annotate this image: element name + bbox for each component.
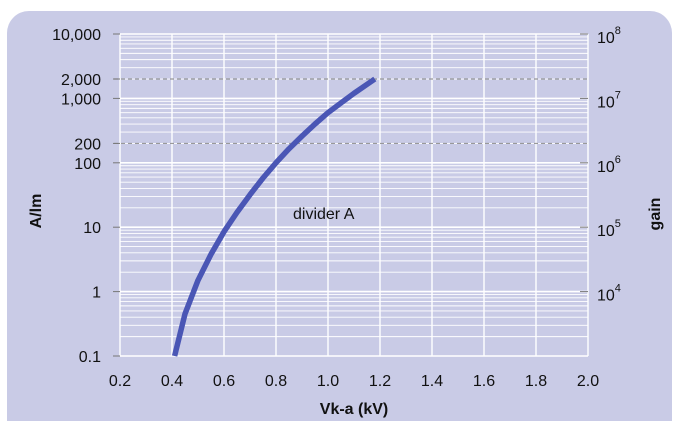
y-tick-label: 2,000	[61, 72, 101, 89]
y-tick-label: 1	[92, 285, 101, 302]
tick-layer: 0.2 0.4 0.6 0.8 1.0 1.2 1.4 1.6 1.8 2.0 10,000 2,00…	[52, 25, 621, 390]
y2-tick-label: 104	[597, 283, 621, 305]
reference-lines	[114, 78, 588, 145]
x-tick-label: 1.2	[369, 373, 391, 390]
x-tick-label: 0.4	[161, 373, 183, 390]
annotation-divider-a: divider A	[293, 206, 355, 223]
x-tick-label: 1.6	[473, 373, 495, 390]
y-tick-label: 10	[83, 220, 101, 237]
y2-tick-label: 107	[597, 89, 621, 111]
series-layer	[171, 76, 377, 357]
y-tick-label: 100	[74, 156, 101, 173]
x-axis-title: Vk-a (kV)	[320, 401, 388, 418]
y-tick-label: 10,000	[52, 27, 101, 44]
grid-layer	[119, 33, 589, 357]
y2-tick-label: 105	[597, 218, 621, 240]
x-tick-label: 0.2	[109, 373, 131, 390]
x-tick-label: 0.6	[213, 373, 235, 390]
y2-tick-label: 108	[597, 25, 621, 47]
x-tick-label: 2.0	[577, 373, 599, 390]
y2-axis-title: gain	[647, 198, 664, 231]
y-tick-label: 0.1	[79, 349, 101, 366]
y-tick-label: 200	[74, 136, 101, 153]
x-tick-label: 1.4	[421, 373, 443, 390]
y2-tick-label: 106	[597, 154, 621, 176]
y-tick-label: 1,000	[61, 91, 101, 108]
series-line	[171, 76, 377, 357]
x-tick-label: 0.8	[265, 373, 287, 390]
y-axis-title: A/lm	[28, 194, 45, 229]
x-tick-label: 1.8	[525, 373, 547, 390]
x-tick-label: 1.0	[317, 373, 339, 390]
